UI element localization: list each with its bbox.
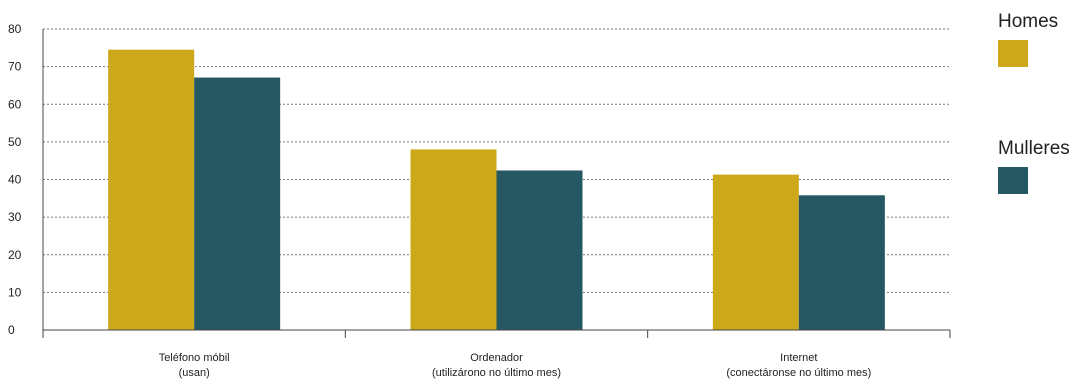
bar-mulleres-1: [496, 170, 583, 330]
y-tick-label: 60: [8, 97, 22, 111]
legend-label: Homes: [998, 11, 1059, 32]
bar-homes-1: [410, 149, 497, 330]
y-tick-label: 10: [8, 285, 22, 299]
y-tick-label: 70: [8, 60, 22, 74]
y-tick-label: 30: [8, 210, 22, 224]
x-category-label: (usan): [179, 367, 210, 379]
x-category-label: Teléfono móbil: [159, 352, 230, 364]
x-category-label: (conectáronse no último mes): [726, 367, 871, 379]
x-category-label: Internet: [780, 352, 817, 364]
axes: [42, 29, 951, 338]
x-category-label: Ordenador: [470, 352, 523, 364]
bar-homes-2: [712, 174, 799, 330]
legend-item-mulleres: Mulleres: [998, 139, 1076, 194]
bars: [108, 49, 885, 330]
x-category-label: (utilizárono no último mes): [432, 367, 561, 379]
legend-item-homes: Homes: [998, 12, 1076, 67]
y-tick-label: 80: [8, 22, 22, 36]
y-axis-ticks: 0 10 20 30 40 50 60 70 80: [8, 22, 22, 337]
legend-swatch: [998, 40, 1028, 67]
legend-label: Mulleres: [998, 138, 1070, 159]
x-axis-labels: Teléfono móbil (usan) Ordenador (utilizáron…: [159, 352, 872, 379]
bar-homes-0: [108, 49, 195, 330]
legend-swatch: [998, 167, 1028, 194]
bar-mulleres-0: [194, 77, 281, 330]
bar-mulleres-2: [798, 195, 885, 330]
y-tick-label: 20: [8, 248, 22, 262]
y-tick-label: 50: [8, 135, 22, 149]
y-tick-label: 0: [8, 323, 15, 337]
y-tick-label: 40: [8, 173, 22, 187]
